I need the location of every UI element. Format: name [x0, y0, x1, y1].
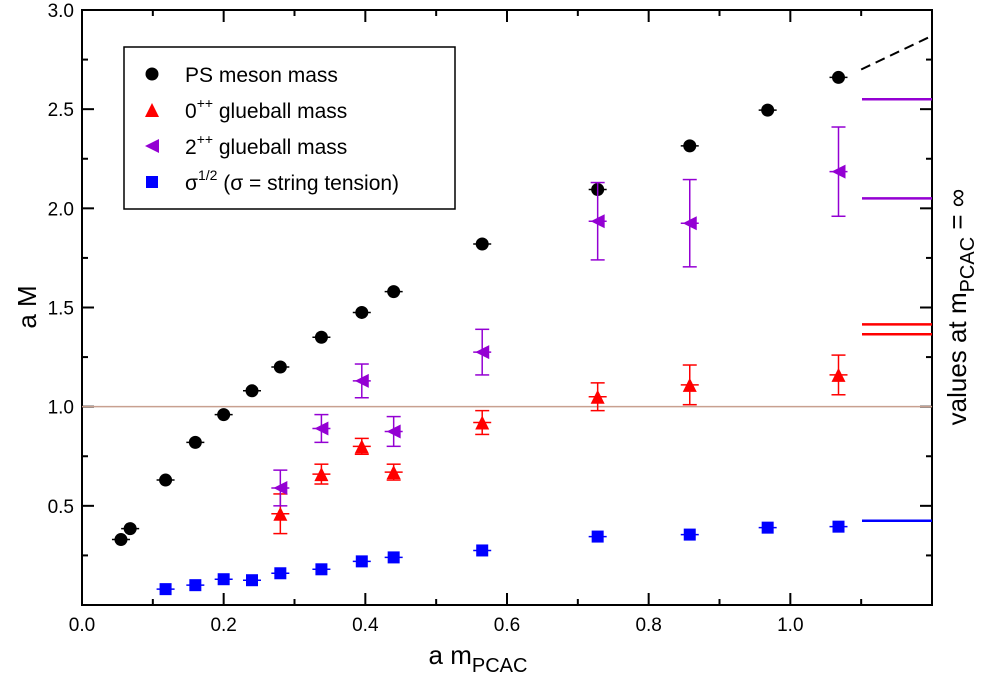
data-point — [387, 551, 400, 564]
y-tick-label: 2.5 — [48, 100, 74, 121]
data-point — [682, 377, 697, 392]
data-point — [590, 214, 605, 229]
data-point — [274, 567, 287, 580]
data-point — [189, 579, 202, 592]
y-tick-label: 2.0 — [48, 199, 74, 220]
data-point — [355, 305, 369, 319]
legend-box — [123, 46, 456, 210]
data-point — [114, 533, 128, 547]
y-tick-label: 3.0 — [48, 1, 74, 22]
data-point — [832, 70, 845, 84]
data-point — [354, 439, 369, 454]
data-marks — [111, 34, 933, 596]
legend-label: 2++ glueball mass — [185, 131, 347, 159]
legend: PS meson mass 0++ glueball mass 2++ glueba… — [123, 46, 456, 210]
data-point — [832, 520, 845, 533]
data-point — [475, 345, 490, 360]
data-point — [683, 528, 696, 541]
series-2 — [271, 323, 932, 535]
y-tick-label: 1.0 — [48, 398, 74, 419]
data-point — [354, 373, 369, 388]
data-point — [123, 522, 137, 536]
data-point — [683, 139, 697, 153]
x-axis-title: a mPCAC — [429, 640, 528, 677]
data-point — [314, 421, 329, 436]
extrapolation-line — [860, 34, 933, 71]
y-tick-label: 1.5 — [48, 299, 74, 320]
data-point — [273, 506, 288, 521]
x-tick-label: 0.2 — [210, 615, 236, 636]
legend-marker — [145, 67, 159, 81]
y-tick-label: 0.5 — [48, 497, 74, 518]
data-point — [591, 530, 604, 543]
data-point — [761, 521, 774, 534]
data-point — [217, 573, 230, 586]
data-point — [476, 544, 489, 557]
data-point — [831, 367, 846, 382]
right-axis-label: values at mPCAC = ∞ — [942, 189, 979, 426]
data-point — [475, 237, 489, 251]
series-3 — [271, 98, 932, 507]
x-tick-label: 0.6 — [494, 615, 520, 636]
data-point — [273, 480, 288, 495]
data-point — [188, 435, 202, 449]
series-4 — [156, 519, 932, 596]
legend-marker — [145, 103, 159, 117]
data-point — [386, 465, 401, 480]
data-point — [273, 360, 287, 374]
data-point — [386, 424, 401, 439]
data-point — [314, 467, 329, 482]
data-point — [315, 563, 328, 576]
data-point — [159, 473, 173, 487]
legend-label: σ1/2 (σ = string tension) — [185, 167, 399, 195]
data-point — [387, 285, 401, 299]
data-point — [355, 555, 368, 568]
y-axis-title: a M — [12, 285, 42, 328]
x-tick-label: 1.0 — [777, 615, 803, 636]
x-tick-label: 0.0 — [69, 615, 95, 636]
data-point — [245, 384, 259, 398]
legend-marker — [145, 139, 159, 153]
series-1 — [111, 34, 933, 547]
data-point — [217, 408, 231, 422]
x-tick-label: 0.8 — [635, 615, 661, 636]
data-point — [475, 415, 490, 430]
data-point — [246, 574, 258, 587]
data-point — [159, 583, 172, 596]
legend-label: PS meson mass — [185, 64, 338, 87]
plot-axes: 0.0 0.2 0.4 0.6 0.8 1.0 0.5 1.0 1.5 2.0 2.5 3.0 — [48, 1, 933, 636]
legend-marker — [146, 176, 158, 188]
data-point — [761, 103, 775, 117]
x-tick-label: 0.4 — [352, 615, 379, 636]
data-point — [590, 389, 605, 404]
data-point — [831, 164, 846, 179]
legend-label: 0++ glueball mass — [185, 95, 347, 123]
data-point — [682, 216, 697, 231]
data-point — [314, 330, 328, 344]
